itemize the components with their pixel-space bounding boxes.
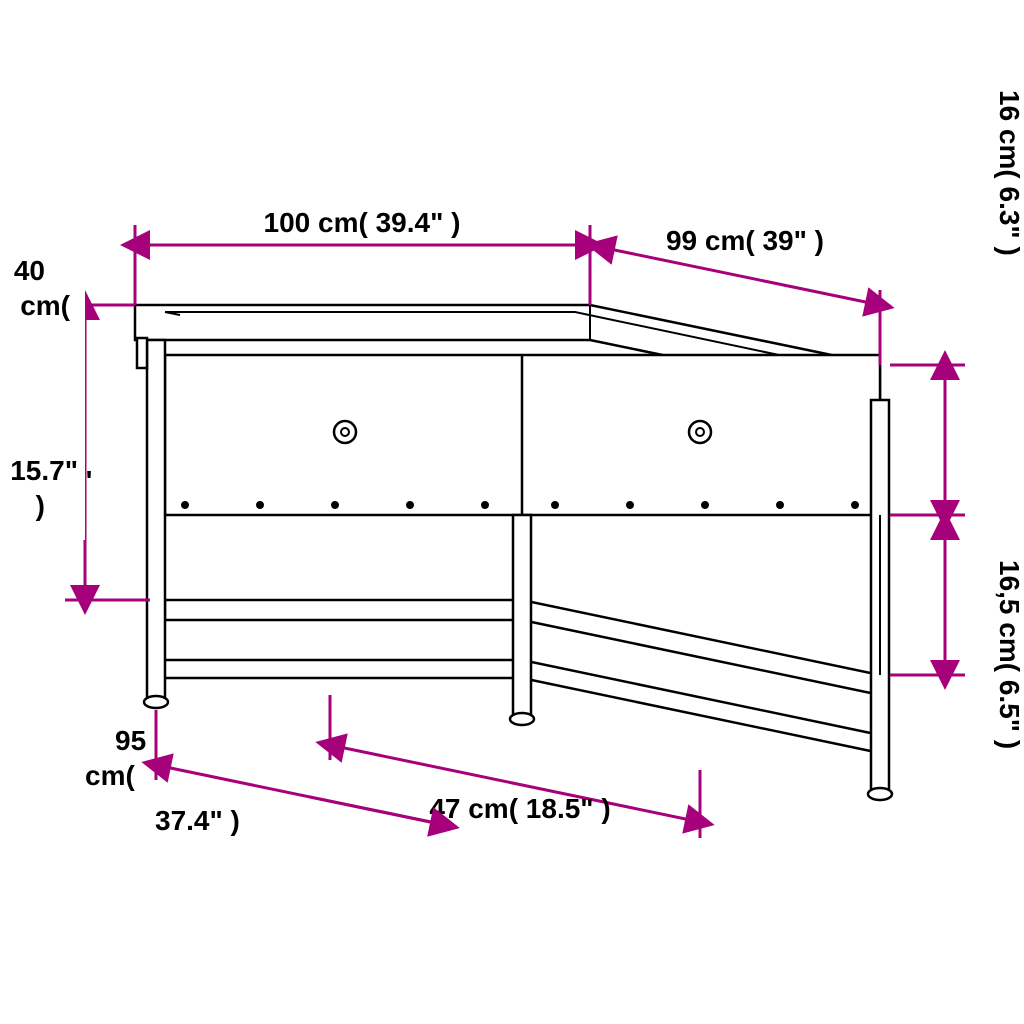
dim-drawer-height-label: 16 cm( 6.3" ) — [994, 90, 1024, 256]
dim-depth-top-label: 99 cm( 39" ) — [666, 225, 824, 256]
dim-width-top: 100 cm( 39.4" ) — [135, 207, 590, 305]
svg-text:95: 95 — [115, 725, 146, 756]
svg-text:cm(: cm( — [20, 290, 70, 321]
svg-text:40: 40 — [14, 255, 45, 286]
svg-text:37.4" ): 37.4" ) — [155, 805, 240, 836]
svg-text:): ) — [36, 490, 45, 521]
dimension-diagram: 100 cm( 39.4" ) 99 cm( 39" ) 40 cm( 15.7… — [0, 0, 1024, 1024]
dim-drawer-height — [890, 365, 965, 515]
dim-width-top-label: 100 cm( 39.4" ) — [264, 207, 461, 238]
svg-text:15.7": 15.7" — [10, 455, 78, 486]
dim-shelf-height — [890, 525, 965, 675]
svg-text:cm(: cm( — [85, 760, 135, 791]
dim-shelf-height-label: 16,5 cm( 6.5" ) — [994, 560, 1024, 749]
dim-slot-width-label: 47 cm( 18.5" ) — [429, 793, 610, 824]
